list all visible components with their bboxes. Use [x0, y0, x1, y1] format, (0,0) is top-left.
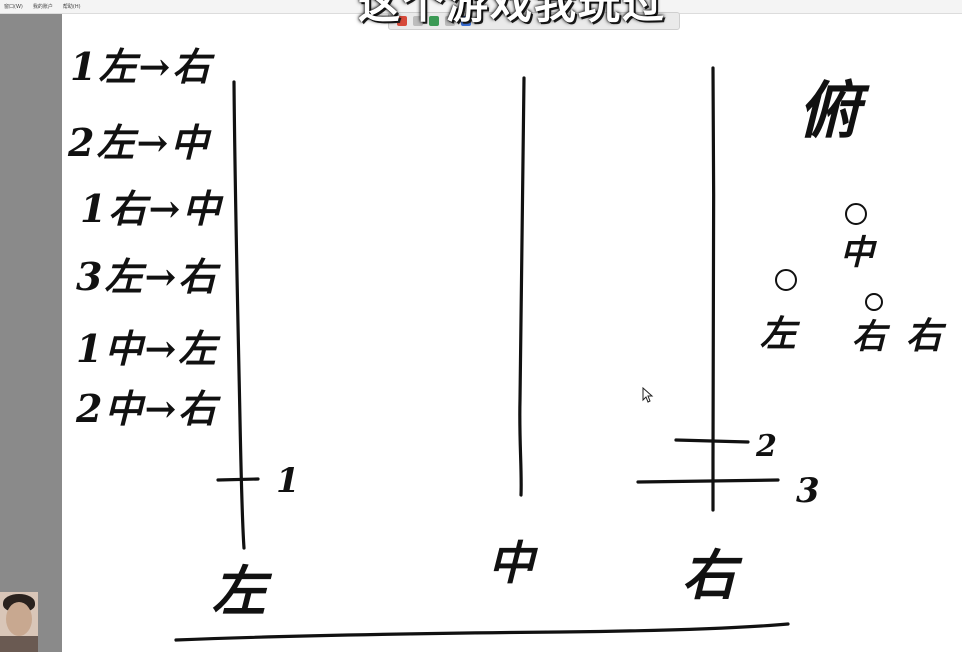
video-caption: 这个游戏我玩过	[357, 0, 666, 28]
eraser-tool-icon[interactable]	[445, 16, 455, 26]
side-note-title: 俯	[798, 74, 861, 147]
move-step-1: 1左→右	[70, 44, 213, 89]
disk-number-3: 3	[796, 471, 820, 511]
menu-row: 窗口(W) 我的账户 帮助(H)	[4, 4, 81, 10]
move-step-2: 2左→中	[68, 120, 211, 165]
webcam-thumbnail	[0, 592, 38, 652]
move-step-4: 3左→右	[76, 254, 219, 299]
rod-label-middle: 中	[488, 536, 534, 590]
disk-number-1: 1	[276, 461, 300, 501]
highlighter-tool-icon[interactable]	[429, 16, 439, 26]
disk-number-2: 2	[756, 429, 777, 464]
rod-middle	[518, 76, 526, 497]
side-note-top-label: 中	[840, 233, 874, 273]
base-line	[174, 622, 790, 642]
disk-1	[216, 477, 260, 482]
disk-3	[636, 478, 780, 484]
move-step-6: 2中→右	[76, 386, 219, 431]
rod-left	[232, 80, 246, 550]
left-sidebar	[0, 14, 62, 652]
side-note-mid-label: 右	[852, 317, 886, 357]
menu-item-account[interactable]: 我的账户	[32, 4, 53, 10]
rod-label-right: 右	[682, 543, 736, 607]
color-tool-icon[interactable]	[461, 16, 471, 26]
menu-item-help[interactable]: 帮助(H)	[62, 4, 81, 10]
webcam-face	[6, 602, 32, 636]
menu-item-window[interactable]: 窗口(W)	[4, 4, 23, 10]
side-note-right-label: 右	[906, 315, 943, 357]
rod-label-left: 左	[212, 559, 266, 623]
side-note-left-label: 左	[760, 313, 797, 355]
move-step-5: 1中→左	[76, 326, 219, 371]
smiley-icon	[775, 203, 883, 311]
cursor-icon	[642, 387, 654, 403]
undo-tool-icon[interactable]	[397, 16, 407, 26]
disk-2	[674, 438, 750, 444]
ink-strokes	[174, 66, 883, 642]
whiteboard-canvas[interactable]	[62, 14, 962, 652]
pen-tool-icon[interactable]	[413, 16, 423, 26]
rod-right	[711, 66, 716, 512]
webcam-body	[0, 636, 38, 652]
move-step-3: 1右→中	[80, 186, 223, 231]
pen-toolbar	[388, 12, 680, 30]
